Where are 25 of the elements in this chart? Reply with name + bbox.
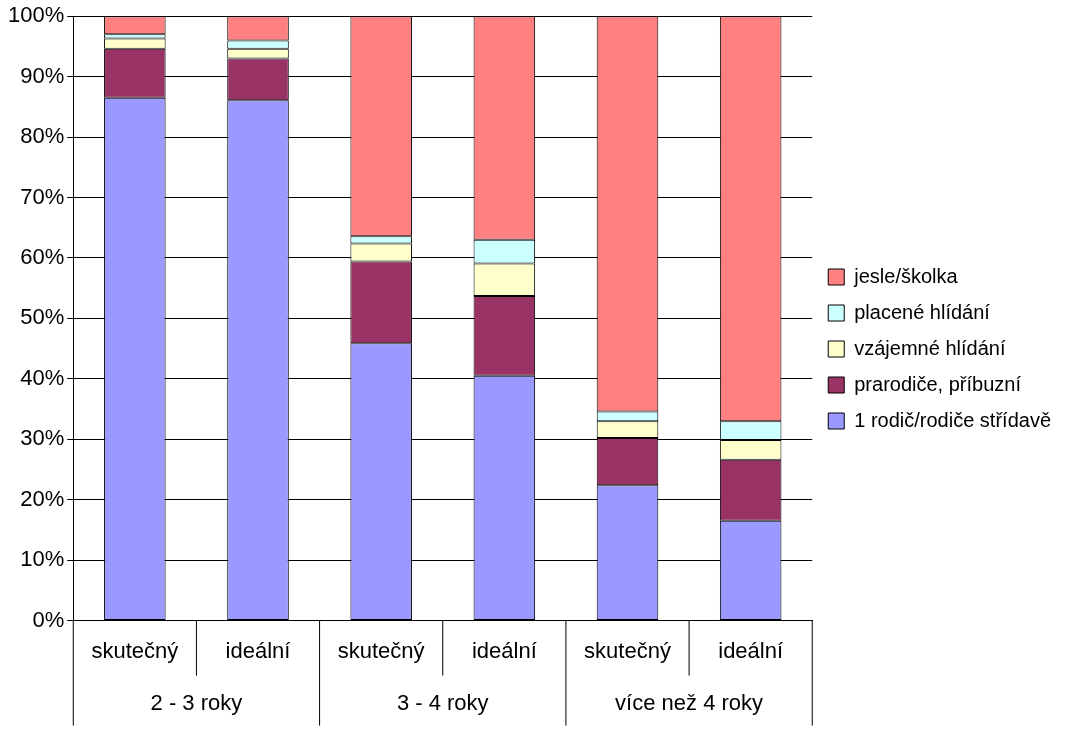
y-tick-label: 70%	[20, 183, 65, 209]
legend-label: 1 rodič/rodiče střídavě	[854, 408, 1052, 431]
y-tick-label: 40%	[20, 364, 65, 390]
y-tick-label: 50%	[20, 304, 65, 330]
y-tick-label: 20%	[20, 485, 65, 511]
x-tick-label: ideální	[471, 637, 537, 663]
y-tick-label: 100%	[7, 2, 65, 28]
text: 3 - 4 roky	[396, 689, 489, 715]
y-tick-label: 80%	[20, 123, 65, 149]
x-tick-label: skutečný	[337, 637, 425, 663]
legend-label: prarodiče, příbuzní	[854, 372, 1022, 395]
y-tick-label: 0%	[32, 606, 65, 632]
legend-label: vzájemné hlídání	[854, 336, 1006, 359]
x-tick-label: skutečný	[91, 637, 179, 663]
y-tick-label: 10%	[20, 546, 65, 572]
text: více než 4 roky	[615, 689, 764, 715]
x-tick-label: skutečný	[584, 637, 671, 663]
legend-label: jesle/školka	[853, 264, 959, 287]
legend-label: placené hlídání	[854, 300, 991, 323]
x-tick-label: ideální	[718, 637, 784, 663]
y-tick-label: 90%	[20, 62, 65, 88]
y-tick-label: 60%	[20, 244, 65, 270]
text: 2 - 3 roky	[150, 689, 243, 715]
x-tick-label: ideální	[225, 637, 291, 663]
y-tick-label: 30%	[20, 425, 65, 451]
